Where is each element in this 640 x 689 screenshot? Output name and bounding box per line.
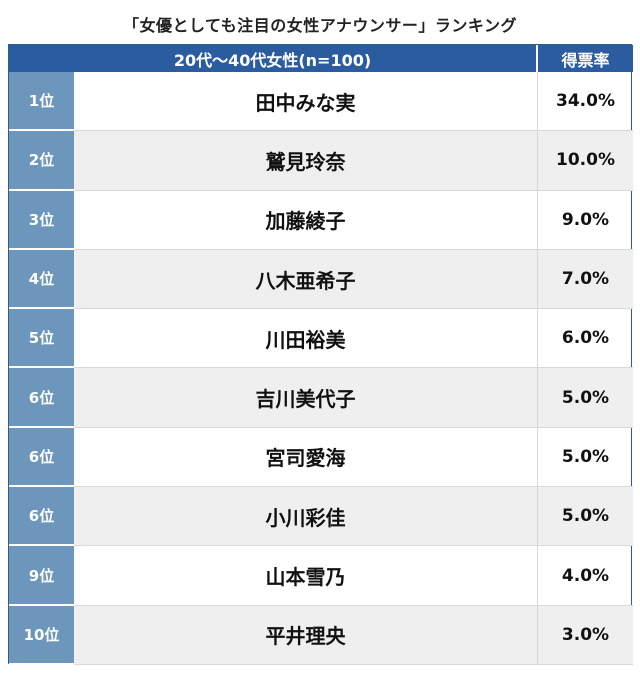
rank-cell: 3位 bbox=[9, 190, 74, 250]
rate-cell: 10.0% bbox=[538, 131, 633, 191]
rank-cell: 6位 bbox=[9, 487, 74, 547]
rank-cell: 5位 bbox=[9, 309, 74, 369]
rank-cell: 6位 bbox=[9, 368, 74, 428]
name-cell: 宮司愛海 bbox=[74, 427, 538, 488]
ranking-title: 「女優としても注目の女性アナウンサー」ランキング bbox=[123, 16, 517, 35]
name-cell: 山本雪乃 bbox=[74, 546, 538, 606]
name-cell: 平井理央 bbox=[74, 605, 538, 665]
rank-cell: 2位 bbox=[9, 131, 74, 191]
rate-cell: 4.0% bbox=[538, 546, 633, 606]
rate-cell: 5.0% bbox=[538, 487, 633, 547]
rate-cell: 7.0% bbox=[538, 249, 633, 310]
respondent-group-header: 20代〜40代女性(n=100) bbox=[9, 45, 538, 72]
rate-cell: 9.0% bbox=[538, 191, 633, 250]
rank-cell: 6位 bbox=[9, 427, 74, 488]
rank-cell: 1位 bbox=[9, 72, 74, 132]
rank-cell: 4位 bbox=[9, 249, 74, 310]
ranking-table: 20代〜40代女性(n=100) 得票率 1位 田中みな実 34.0% 2位 鷲… bbox=[8, 44, 633, 665]
name-cell: 田中みな実 bbox=[74, 72, 538, 132]
vote-rate-header: 得票率 bbox=[538, 45, 633, 72]
name-cell: 八木亜希子 bbox=[74, 249, 538, 310]
name-cell: 川田裕美 bbox=[74, 309, 538, 369]
rate-cell: 5.0% bbox=[538, 368, 633, 428]
rank-cell: 10位 bbox=[9, 605, 74, 665]
name-cell: 吉川美代子 bbox=[74, 368, 538, 428]
name-cell: 小川彩佳 bbox=[74, 487, 538, 547]
rank-cell: 9位 bbox=[9, 546, 74, 606]
rate-cell: 6.0% bbox=[538, 309, 633, 369]
rate-cell: 34.0% bbox=[538, 72, 633, 132]
rate-cell: 3.0% bbox=[538, 605, 633, 665]
name-cell: 加藤綾子 bbox=[74, 190, 538, 250]
rate-cell: 5.0% bbox=[538, 428, 633, 488]
name-cell: 鷲見玲奈 bbox=[74, 131, 538, 191]
